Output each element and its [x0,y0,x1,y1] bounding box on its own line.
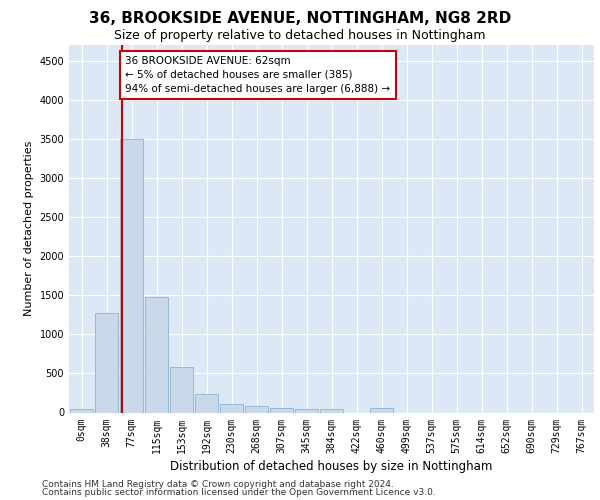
Text: 36 BROOKSIDE AVENUE: 62sqm
← 5% of detached houses are smaller (385)
94% of semi: 36 BROOKSIDE AVENUE: 62sqm ← 5% of detac… [125,56,391,94]
Bar [220,404,243,412]
Bar [270,408,293,412]
X-axis label: Distribution of detached houses by size in Nottingham: Distribution of detached houses by size … [170,460,493,472]
Bar [70,410,93,412]
Text: Size of property relative to detached houses in Nottingham: Size of property relative to detached ho… [114,28,486,42]
Text: Contains HM Land Registry data © Crown copyright and database right 2024.: Contains HM Land Registry data © Crown c… [42,480,394,489]
Bar [245,406,268,412]
Bar [370,408,393,412]
Bar [120,139,143,412]
Text: 36, BROOKSIDE AVENUE, NOTTINGHAM, NG8 2RD: 36, BROOKSIDE AVENUE, NOTTINGHAM, NG8 2R… [89,11,511,26]
Bar [170,367,193,412]
Bar [295,408,318,412]
Bar [95,313,118,412]
Bar [195,394,218,412]
Bar [320,409,343,412]
Text: Contains public sector information licensed under the Open Government Licence v3: Contains public sector information licen… [42,488,436,497]
Bar [145,297,168,412]
Y-axis label: Number of detached properties: Number of detached properties [24,141,34,316]
